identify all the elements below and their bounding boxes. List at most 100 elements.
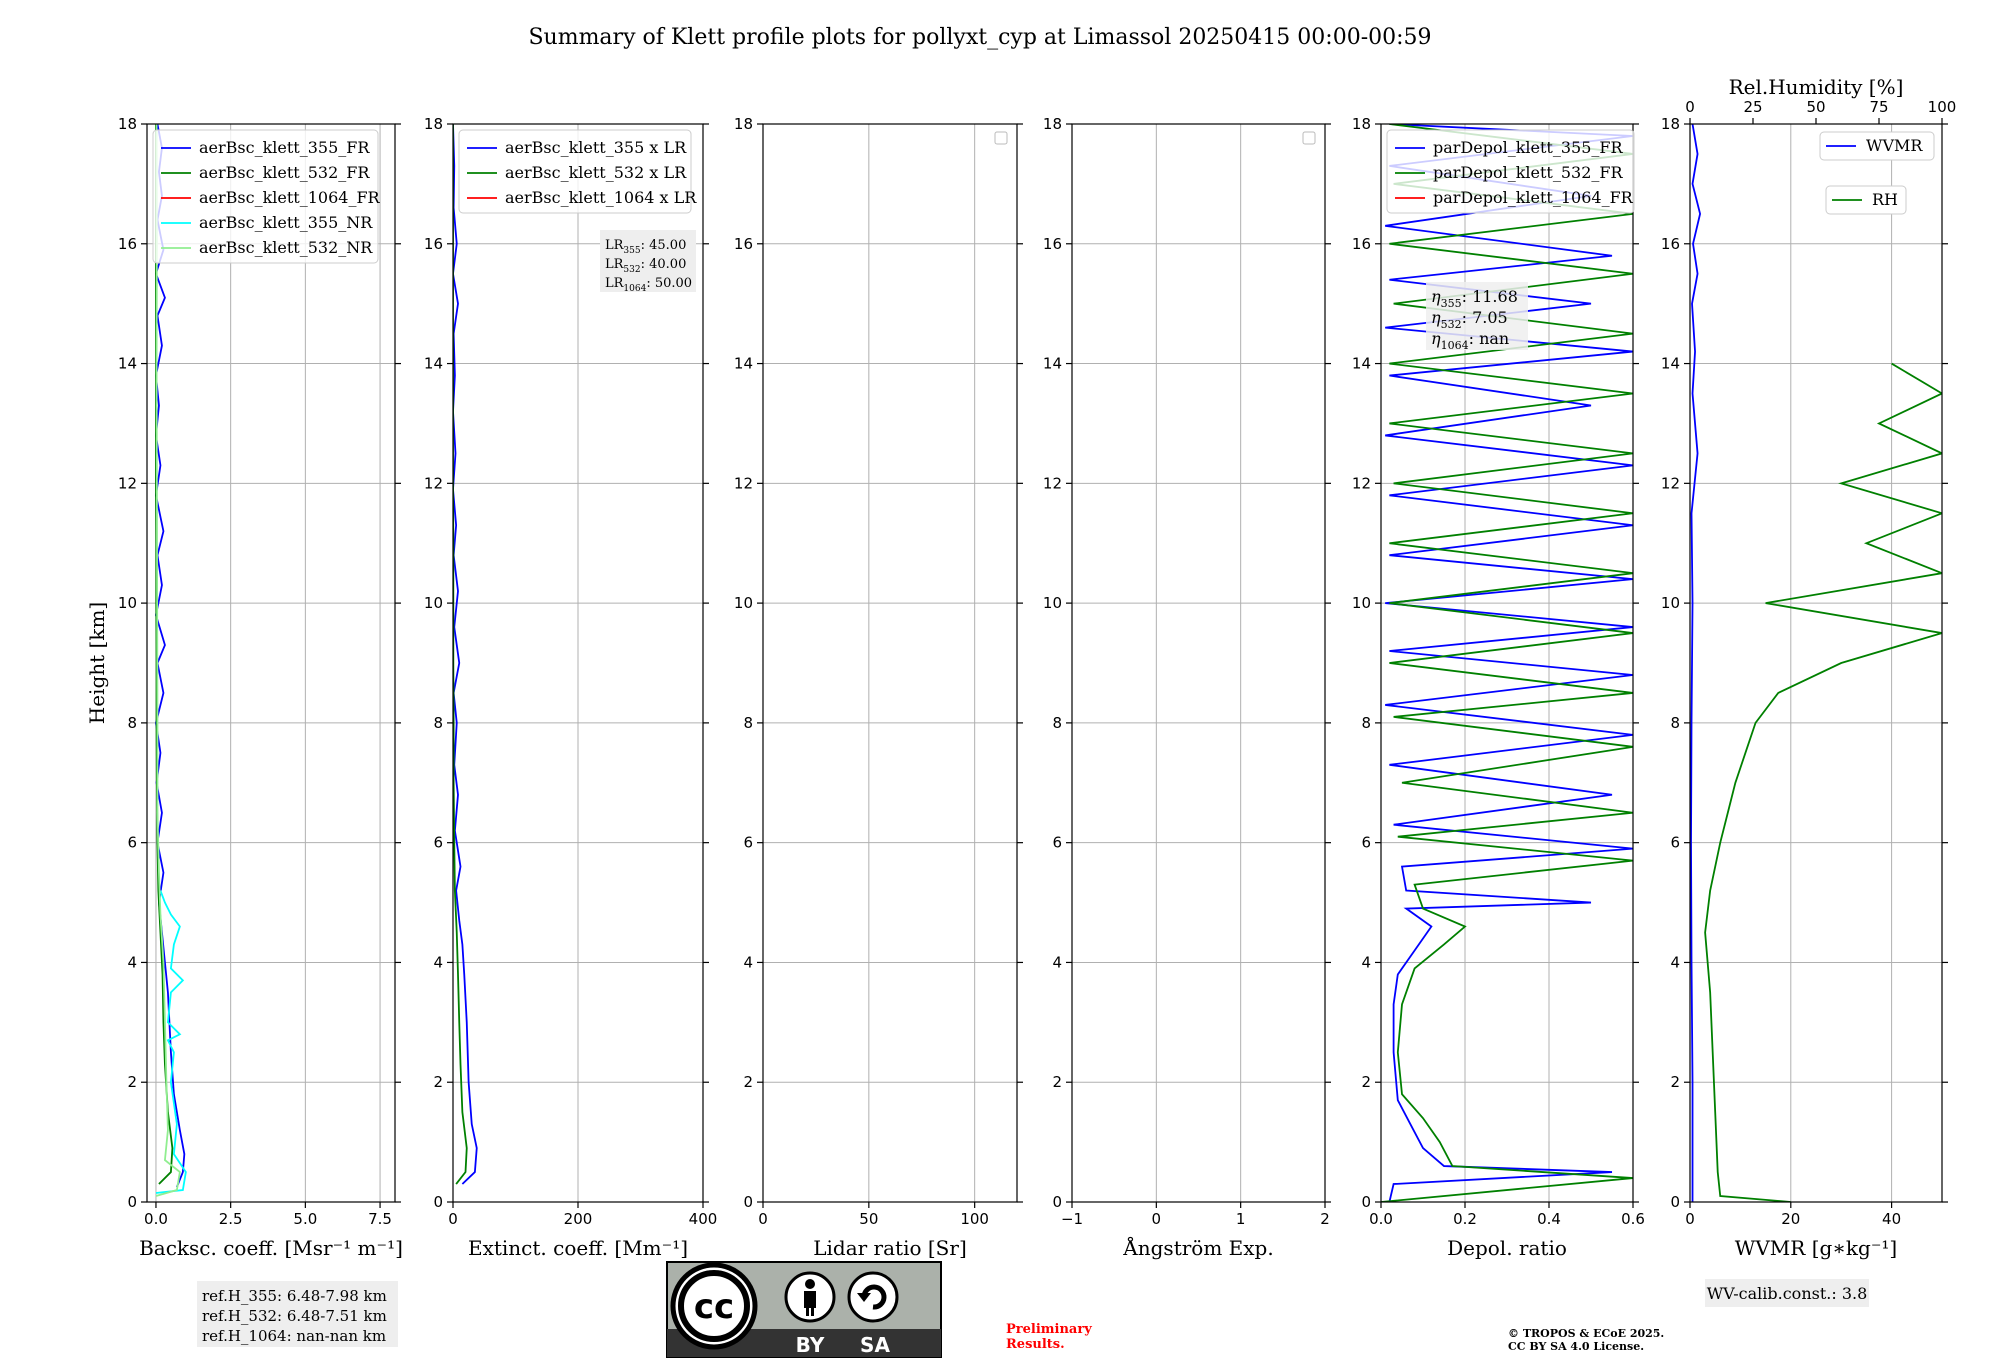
y-tick-label: 12 (1352, 474, 1371, 492)
y-tick-label: 10 (118, 594, 137, 612)
x-tick-label: 50 (859, 1210, 878, 1228)
empty-legend-box (994, 131, 1008, 145)
x-tick-label: 20 (1781, 1210, 1800, 1228)
y-tick-label: 18 (424, 115, 443, 133)
y-tick-label: 0 (743, 1193, 753, 1211)
refh-box: ref.H_355: 6.48-7.98 km ref.H_532: 6.48-… (197, 1281, 398, 1347)
y-tick-label: 14 (734, 355, 753, 373)
y-tick-label: 2 (1670, 1073, 1680, 1091)
legend-label: aerBsc_klett_355_NR (199, 213, 373, 232)
sa-label: SA (860, 1333, 890, 1357)
y-tick-label: 12 (118, 474, 137, 492)
legend-box (458, 129, 692, 214)
y-tick-label: 6 (127, 834, 137, 852)
eta-line: η532: 7.05 (1431, 308, 1508, 331)
legend-label: parDepol_klett_1064_FR (1433, 188, 1634, 207)
legend-label: aerBsc_klett_355_FR (199, 138, 370, 157)
y-tick-label: 12 (1661, 474, 1680, 492)
x-axis-label: Lidar ratio [Sr] (813, 1236, 967, 1260)
legend-label: aerBsc_klett_355 x LR (505, 138, 687, 157)
y-tick-label: 18 (1661, 115, 1680, 133)
y-tick-label: 2 (1052, 1073, 1062, 1091)
x-tick-label: −1 (1061, 1210, 1083, 1228)
empty-legend-box (1302, 131, 1316, 145)
x-axis-label: Depol. ratio (1447, 1236, 1567, 1260)
y-tick-label: 14 (1043, 355, 1062, 373)
y-tick-label: 14 (118, 355, 137, 373)
series-line-aerBsc_klett_532_NR (155, 124, 181, 1197)
lr-line: LR355: 45.00 (605, 238, 686, 256)
legend-box (152, 129, 379, 264)
eta-box (1426, 282, 1528, 350)
by-label: BY (796, 1333, 825, 1357)
y-tick-label: 2 (433, 1073, 443, 1091)
x-tick-label: 2 (1320, 1210, 1330, 1228)
x-tick-label: 0.6 (1621, 1210, 1645, 1228)
y-tick-label: 6 (1361, 834, 1371, 852)
x-tick-label: 0 (1152, 1210, 1162, 1228)
figure-title: Summary of Klett profile plots for polly… (528, 25, 1431, 50)
x-tick-label: 5.0 (293, 1210, 317, 1228)
x-tick-label: 400 (689, 1210, 718, 1228)
x-tick-label: 0 (448, 1210, 458, 1228)
preliminary-note: Results. (1006, 1337, 1065, 1352)
series-line-aerBsc_klett_355 x LR (453, 124, 478, 1185)
top-x-tick-label: 100 (1928, 98, 1957, 116)
x-tick-label: 200 (564, 1210, 593, 1228)
y-tick-label: 6 (433, 834, 443, 852)
legend-label: aerBsc_klett_532_FR (199, 163, 370, 182)
y-tick-label: 4 (1670, 953, 1680, 971)
y-tick-label: 12 (1043, 474, 1062, 492)
lr-line: LR532: 40.00 (605, 257, 686, 275)
legend-label: WVMR (1866, 136, 1923, 155)
top-x-tick-label: 50 (1806, 98, 1825, 116)
copyright-note: © TROPOS & ECoE 2025. (1508, 1327, 1664, 1340)
x-tick-label: 0.4 (1537, 1210, 1561, 1228)
x-tick-label: 0 (758, 1210, 768, 1228)
y-tick-label: 14 (1352, 355, 1371, 373)
preliminary-note: Preliminary (1006, 1322, 1092, 1337)
y-tick-label: 4 (127, 953, 137, 971)
y-tick-label: 4 (433, 953, 443, 971)
x-tick-label: 7.5 (368, 1210, 392, 1228)
y-tick-label: 16 (424, 235, 443, 253)
series-line-aerBsc_klett_355_FR (155, 124, 186, 1188)
y-tick-label: 8 (743, 714, 753, 732)
y-tick-label: 2 (1361, 1073, 1371, 1091)
axes-frame (1689, 123, 1943, 1203)
x-tick-label: 0 (1685, 1210, 1695, 1228)
y-tick-label: 16 (1043, 235, 1062, 253)
axes-frame (1071, 123, 1326, 1203)
lr-line: LR1064: 50.00 (605, 276, 692, 294)
y-tick-label: 4 (743, 953, 753, 971)
wv-calib-text: WV-calib.const.: 3.8 (1707, 1284, 1868, 1303)
y-tick-label: 10 (424, 594, 443, 612)
series-line-parDepol_klett_355_FR (1385, 124, 1633, 1202)
cc-logo-text: cc (694, 1287, 734, 1327)
y-tick-label: 0 (1052, 1193, 1062, 1211)
y-tick-label: 8 (127, 714, 137, 732)
top-axis-label: Rel.Humidity [%] (1729, 75, 1904, 99)
series-line-aerBsc_klett_355_NR (155, 890, 187, 1194)
x-tick-label: 40 (1882, 1210, 1901, 1228)
panel-1: 0 2 4 6 8 10 12 14 16 18 0.0 2.5 5.0 7.5 Backsc. coeff… (85, 115, 403, 1260)
y-tick-label: 12 (424, 474, 443, 492)
legend-box (1825, 185, 1907, 215)
refh-line: ref.H_1064: nan-nan km (202, 1327, 386, 1345)
axes-frame (146, 123, 396, 1203)
y-axis-label: Height [km] (85, 602, 109, 724)
legend-label: aerBsc_klett_1064_FR (199, 188, 381, 207)
legend-label: RH (1872, 190, 1898, 209)
y-tick-label: 18 (1352, 115, 1371, 133)
y-tick-label: 6 (1670, 834, 1680, 852)
sa-share-alike-icon (847, 1271, 899, 1323)
y-tick-label: 8 (1361, 714, 1371, 732)
legend-box (1386, 129, 1635, 214)
legend-label: aerBsc_klett_532 x LR (505, 163, 687, 182)
panel-3: 0 2 4 6 8 10 12 14 16 18 0 50 100 Lidar ratio [Sr] (734, 115, 1023, 1260)
y-tick-label: 14 (1661, 355, 1680, 373)
y-tick-label: 2 (743, 1073, 753, 1091)
x-tick-label: 0.0 (1369, 1210, 1393, 1228)
